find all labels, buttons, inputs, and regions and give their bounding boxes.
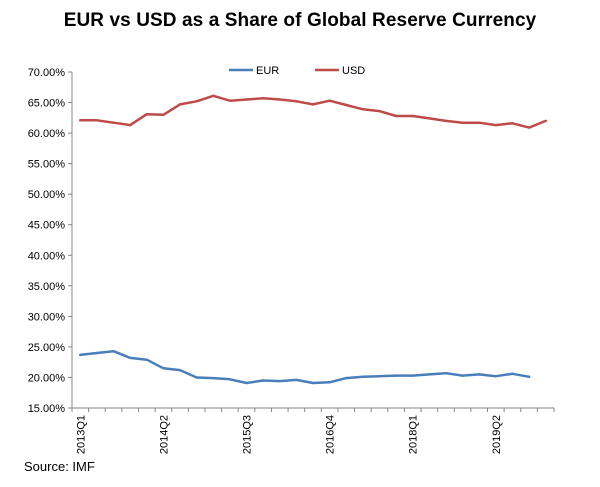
- data-point-eur: [129, 356, 132, 360]
- data-point-usd: [178, 103, 182, 106]
- data-point-eur: [461, 374, 464, 377]
- data-point-usd: [79, 119, 82, 122]
- data-point-eur: [278, 379, 281, 383]
- y-tick-label: 65.00%: [28, 98, 66, 110]
- data-point-usd: [212, 94, 215, 98]
- data-point-eur: [527, 375, 531, 378]
- data-point-usd: [444, 119, 448, 123]
- data-point-usd: [129, 123, 132, 127]
- data-point-eur: [411, 374, 414, 377]
- data-point-eur: [212, 376, 215, 380]
- data-point-eur: [361, 375, 365, 378]
- data-point-eur: [328, 381, 331, 384]
- data-point-eur: [444, 372, 448, 375]
- data-point-eur: [112, 350, 115, 353]
- y-tick-label: 50.00%: [28, 189, 66, 201]
- data-point-eur: [145, 358, 148, 361]
- data-point-usd: [162, 113, 165, 117]
- y-tick-label: 60.00%: [28, 128, 66, 140]
- x-tick-label: 2016Q4: [325, 415, 337, 454]
- data-point-usd: [378, 109, 381, 113]
- data-point-usd: [411, 114, 414, 118]
- data-point-usd: [261, 97, 265, 100]
- y-tick-label: 55.00%: [28, 159, 66, 171]
- data-point-eur: [378, 375, 381, 378]
- legend-label-eur: EUR: [256, 65, 279, 77]
- data-point-usd: [245, 98, 248, 101]
- data-point-usd: [527, 126, 531, 129]
- y-tick-label: 20.00%: [28, 372, 66, 384]
- data-point-usd: [295, 100, 298, 103]
- data-point-usd: [461, 121, 464, 124]
- data-point-eur: [311, 381, 315, 385]
- chart-legend: EUR USD: [229, 65, 365, 77]
- data-point-eur: [178, 368, 182, 372]
- data-point-eur: [394, 374, 398, 377]
- y-tick-label: 70.00%: [28, 67, 66, 79]
- data-point-usd: [112, 121, 115, 124]
- data-point-usd: [345, 103, 348, 107]
- data-point-usd: [361, 108, 365, 111]
- data-point-usd: [311, 103, 315, 106]
- y-tick-label: 30.00%: [28, 311, 66, 323]
- legend-label-usd: USD: [342, 65, 365, 77]
- y-tick-label: 25.00%: [28, 342, 66, 354]
- y-tick-label: 15.00%: [28, 403, 66, 415]
- data-point-usd: [145, 113, 148, 116]
- data-point-usd: [328, 99, 331, 102]
- data-point-usd: [228, 99, 232, 102]
- data-point-eur: [295, 378, 298, 382]
- x-tick-label: 2015Q3: [242, 415, 254, 454]
- data-point-eur: [95, 351, 99, 355]
- data-point-eur: [478, 373, 481, 376]
- chart-axes: 15.00% 20.00% 25.00% 30.00% 35.00% 40.00% 45.0…: [28, 67, 555, 454]
- data-point-usd: [511, 122, 514, 125]
- y-tick-label: 35.00%: [28, 281, 66, 293]
- series-line-eur: [79, 349, 531, 385]
- data-point-eur: [79, 353, 82, 357]
- data-point-eur: [345, 376, 348, 380]
- data-point-eur: [162, 367, 165, 370]
- data-point-eur: [494, 375, 497, 378]
- data-point-usd: [544, 119, 547, 123]
- chart-title: EUR vs USD as a Share of Global Reserve …: [63, 10, 537, 31]
- y-tick-label: 45.00%: [28, 220, 66, 232]
- data-point-eur: [511, 372, 514, 375]
- x-tick-label: 2018Q1: [408, 415, 420, 454]
- data-point-usd: [394, 114, 398, 118]
- data-point-usd: [195, 100, 198, 103]
- data-point-eur: [428, 373, 431, 376]
- data-point-eur: [245, 381, 248, 385]
- data-point-usd: [95, 119, 99, 122]
- source-note: Source: IMF: [24, 459, 95, 474]
- y-tick-label: 40.00%: [28, 250, 66, 262]
- data-point-eur: [228, 378, 232, 381]
- data-point-usd: [428, 117, 431, 120]
- data-point-usd: [278, 98, 281, 101]
- data-point-eur: [195, 376, 198, 379]
- data-point-eur: [261, 379, 265, 382]
- data-point-usd: [478, 121, 481, 124]
- chart-series: [79, 94, 547, 385]
- x-tick-label: 2013Q1: [75, 415, 87, 454]
- x-tick-label: 2014Q2: [158, 415, 170, 454]
- data-point-usd: [494, 123, 497, 127]
- series-line-usd: [79, 94, 547, 129]
- x-tick-label: 2019Q2: [491, 415, 503, 454]
